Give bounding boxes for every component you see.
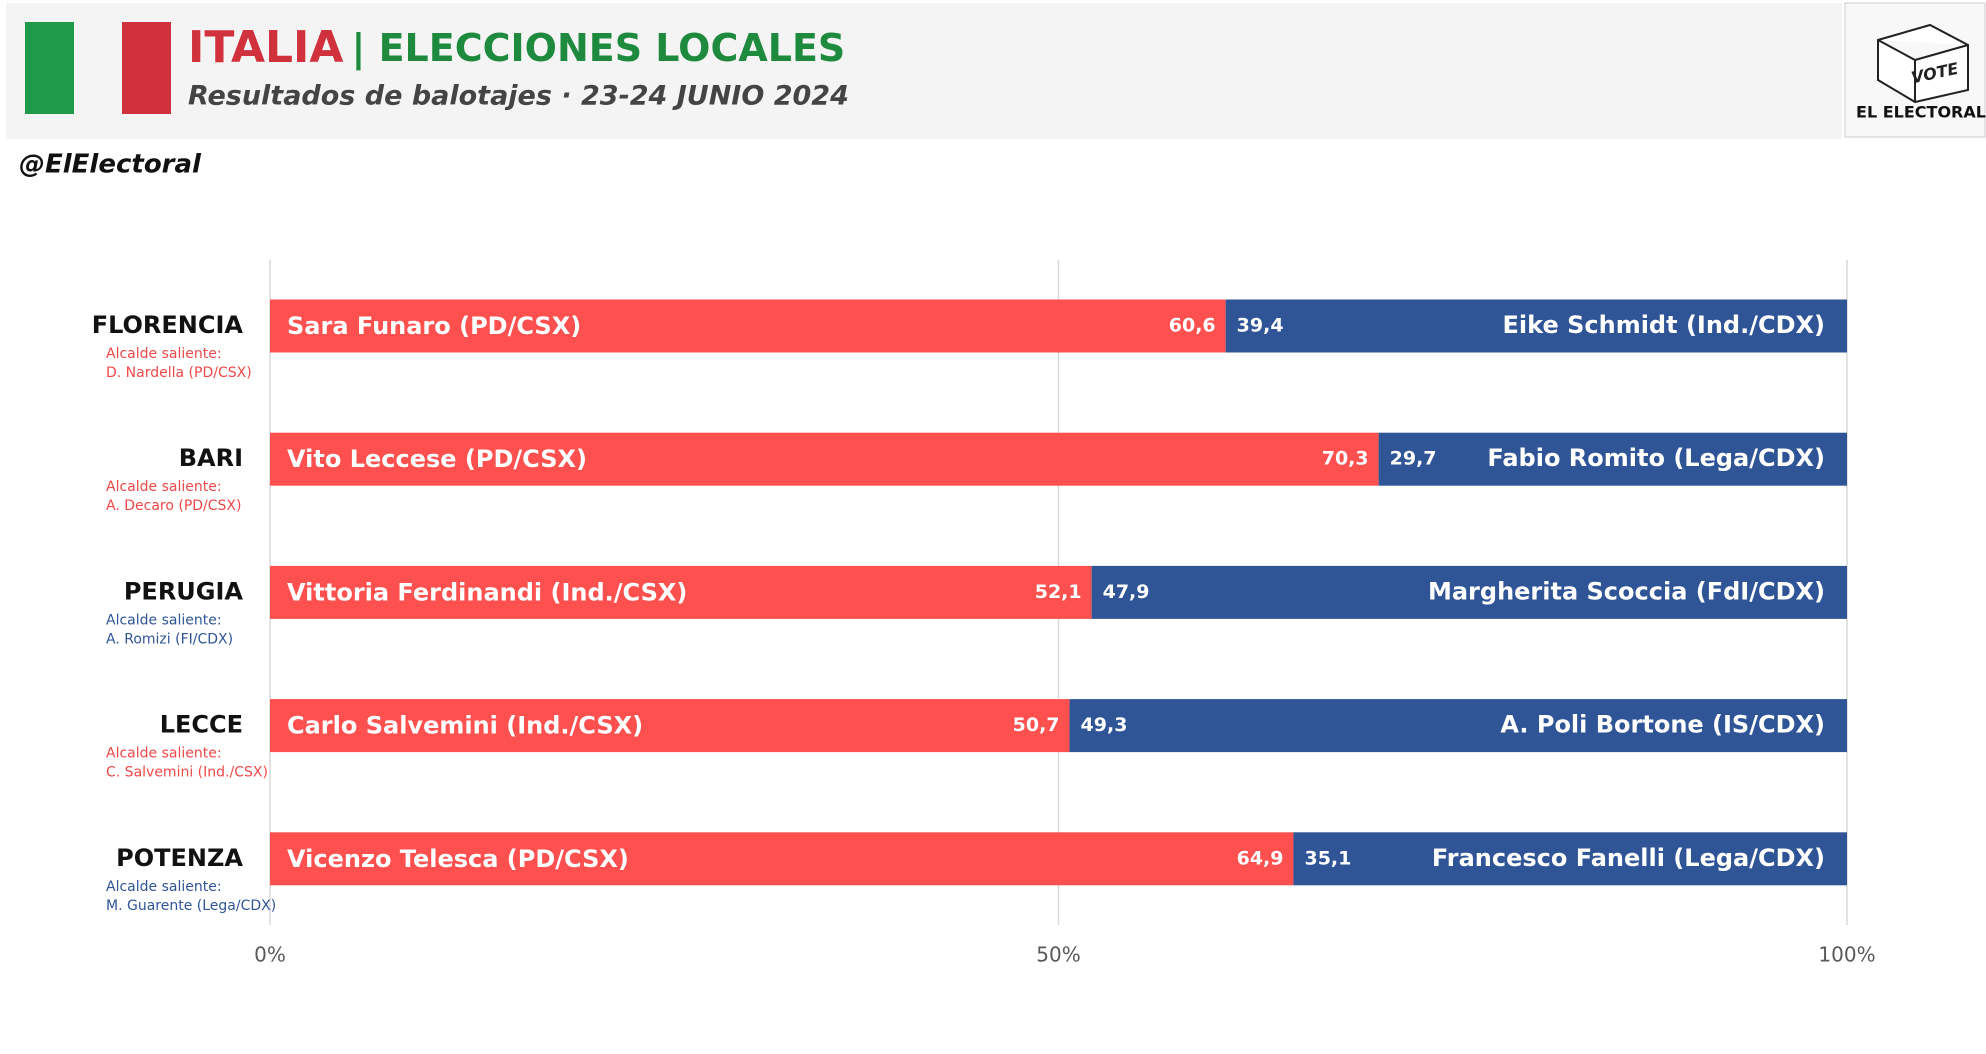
title-suffix: | ELECCIONES LOCALES (351, 26, 845, 71)
value-label: 29,7 (1390, 448, 1437, 470)
note-label: Alcalde saliente: (106, 612, 222, 628)
note-name: M. Guarente (Lega/CDX) (106, 898, 276, 914)
candidate-label: Fabio Romito (Lega/CDX) (1487, 444, 1825, 472)
bar-segment (270, 565, 1092, 619)
header-band (6, 3, 1842, 139)
bar-segment (270, 699, 1070, 753)
bar-segment (1378, 432, 1847, 486)
flag-green (25, 22, 74, 114)
handle: @ElElectoral (19, 150, 202, 180)
note-label: Alcalde saliente: (106, 746, 222, 762)
category-label: BARI (179, 444, 243, 472)
value-label: 70,3 (1322, 448, 1369, 470)
candidate-label: Vito Leccese (PD/CSX) (287, 445, 587, 473)
candidate-label: Sara Funaro (PD/CSX) (287, 312, 581, 340)
x-tick-label: 100% (1818, 943, 1875, 967)
note-label: Alcalde saliente: (106, 879, 222, 895)
note-name: A. Decaro (PD/CSX) (106, 498, 241, 514)
value-label: 35,1 (1304, 847, 1351, 869)
value-label: 50,7 (1013, 714, 1060, 736)
candidate-label: Margherita Scoccia (FdI/CDX) (1428, 577, 1825, 605)
bar-segment (1091, 565, 1847, 619)
flag-white (74, 22, 122, 114)
note-label: Alcalde saliente: (106, 346, 222, 362)
ballot-box (1877, 23, 1969, 104)
value-label: 52,1 (1035, 581, 1082, 603)
bar-segment (1069, 699, 1847, 753)
candidate-label: Carlo Salvemini (Ind./CSX) (287, 712, 643, 740)
title-main: ITALIA (188, 22, 343, 73)
bar-segment (270, 299, 1226, 353)
note-name: C. Salvemini (Ind./CSX) (106, 765, 268, 781)
subtitle: Resultados de balotajes · 23-24 JUNIO 20… (188, 81, 849, 112)
value-label: 60,6 (1169, 315, 1216, 337)
value-label: 39,4 (1237, 315, 1284, 337)
note-name: D. Nardella (PD/CSX) (106, 365, 252, 381)
bar-segment (270, 432, 1379, 486)
candidate-label: Vicenzo Telesca (PD/CSX) (287, 845, 629, 873)
flag-red (122, 22, 171, 114)
value-label: 49,3 (1081, 714, 1128, 736)
category-label: LECCE (160, 711, 243, 739)
x-tick-label: 0% (254, 943, 286, 967)
note-name: A. Romizi (FI/CDX) (106, 631, 233, 647)
candidate-label: Francesco Fanelli (Lega/CDX) (1432, 844, 1825, 872)
bar-segment (1225, 299, 1847, 353)
x-tick-label: 50% (1036, 943, 1080, 967)
candidate-label: Vittoria Ferdinandi (Ind./CSX) (287, 578, 687, 606)
category-label: PERUGIA (124, 577, 244, 605)
value-label: 64,9 (1237, 847, 1284, 869)
candidate-label: Eike Schmidt (Ind./CDX) (1503, 311, 1825, 339)
candidate-label: A. Poli Bortone (IS/CDX) (1500, 711, 1825, 739)
bar-segment (270, 832, 1294, 886)
category-label: POTENZA (116, 844, 243, 872)
logo-text: EL ELECTORAL (1856, 103, 1986, 122)
note-label: Alcalde saliente: (106, 479, 222, 495)
chart-title: ITALIA | ELECCIONES LOCALES (188, 22, 845, 73)
value-label: 47,9 (1103, 581, 1150, 603)
bar-segment (1293, 832, 1847, 886)
category-label: FLORENCIA (92, 311, 244, 339)
